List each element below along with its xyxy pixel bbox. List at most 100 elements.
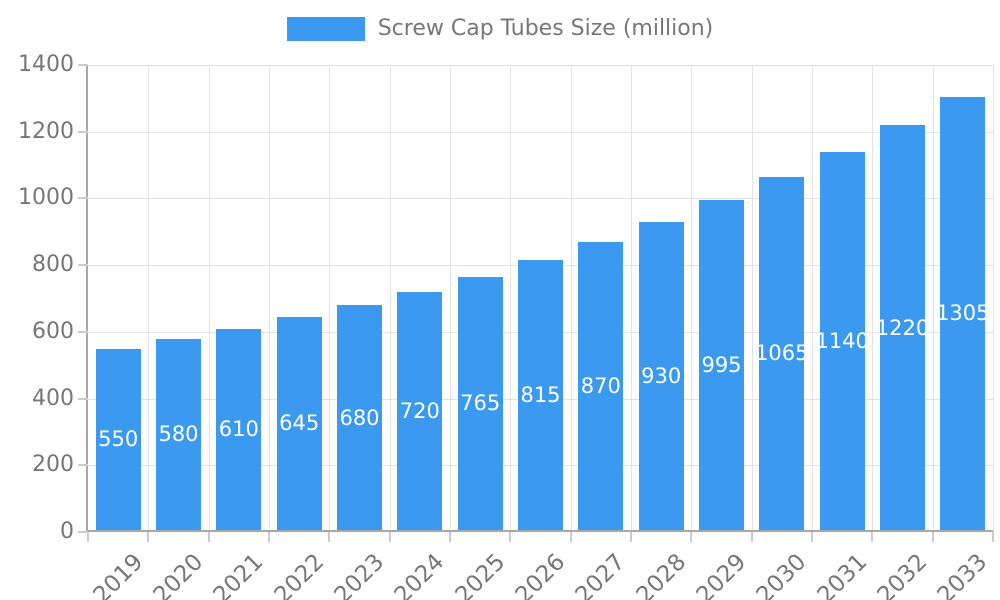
y-tick xyxy=(78,531,88,533)
gridline-v xyxy=(389,65,391,532)
gridline-h xyxy=(88,198,993,200)
bar-2022[interactable]: 645 xyxy=(276,316,322,530)
x-tick xyxy=(690,532,693,542)
x-axis-label: 2025 xyxy=(450,548,511,600)
x-axis-label: 2026 xyxy=(510,548,571,600)
x-tick xyxy=(992,532,994,542)
x-axis-label: 2022 xyxy=(269,548,330,600)
bar-2025[interactable]: 765 xyxy=(457,276,503,530)
y-axis-label: 1000 xyxy=(18,185,74,211)
bar-2021[interactable]: 610 xyxy=(216,328,262,530)
bar-2024[interactable]: 720 xyxy=(397,291,443,530)
y-tick xyxy=(78,197,88,200)
x-tick xyxy=(871,532,874,542)
bar-2030[interactable]: 1065 xyxy=(755,176,809,530)
bar-2029[interactable]: 995 xyxy=(699,200,744,530)
gridline-h xyxy=(88,131,993,133)
x-axis-label: 2033 xyxy=(932,548,993,600)
y-axis-label: 1200 xyxy=(18,118,74,144)
x-tick xyxy=(931,532,934,542)
legend[interactable]: Screw Cap Tubes Size (million) xyxy=(0,16,1000,41)
bar-value-label: 870 xyxy=(580,373,621,398)
bar-value-label: 765 xyxy=(460,391,501,416)
gridline-v xyxy=(993,65,994,532)
x-tick xyxy=(268,532,270,542)
x-tick xyxy=(207,532,210,542)
y-axis-label: 200 xyxy=(32,452,74,478)
bar-value-label: 930 xyxy=(641,363,682,388)
x-axis-label: 2024 xyxy=(389,548,450,600)
x-axis-label: 2021 xyxy=(208,548,269,600)
bar-value-label: 610 xyxy=(218,417,259,442)
y-tick xyxy=(78,64,88,66)
x-tick xyxy=(509,532,512,542)
x-tick xyxy=(449,532,451,542)
bar-value-label: 580 xyxy=(158,422,199,447)
gridline-v xyxy=(872,65,874,532)
bar-2026[interactable]: 815 xyxy=(518,260,563,530)
x-axis-label: 2030 xyxy=(751,548,812,600)
gridline-v xyxy=(208,65,210,532)
x-tick xyxy=(147,532,150,542)
x-tick xyxy=(388,532,391,542)
x-tick xyxy=(328,532,331,542)
gridline-v xyxy=(932,65,934,532)
x-tick xyxy=(811,532,813,542)
gridline-v xyxy=(269,65,270,532)
bar-value-label: 645 xyxy=(279,411,320,436)
gridline-v xyxy=(329,65,331,532)
bar-2027[interactable]: 870 xyxy=(578,241,624,530)
bar-value-label: 1305 xyxy=(936,301,990,326)
x-axis-label: 2019 xyxy=(88,548,149,600)
gridline-v xyxy=(570,65,572,532)
x-axis-label: 2031 xyxy=(812,548,873,600)
legend-marker-swatch xyxy=(286,16,365,41)
gridline-v xyxy=(812,65,813,532)
legend-label: Screw Cap Tubes Size (million) xyxy=(377,16,714,41)
plot-area: 550 580 610 645 680 720 765 815 870 930 995 1065 114… xyxy=(88,65,994,532)
bar-2033[interactable]: 1305 xyxy=(936,96,990,530)
y-axis-line xyxy=(86,65,88,532)
bar-2031[interactable]: 1140 xyxy=(815,151,869,530)
y-tick xyxy=(78,397,88,400)
x-tick xyxy=(750,532,753,542)
bar-value-label: 815 xyxy=(520,383,561,408)
x-axis-label: 2023 xyxy=(329,548,390,600)
x-axis-label: 2028 xyxy=(631,548,692,600)
bar-value-label: 995 xyxy=(701,353,742,378)
x-tick xyxy=(569,532,572,542)
y-axis-label: 800 xyxy=(32,252,74,278)
gridline-h xyxy=(88,65,993,66)
y-tick xyxy=(78,264,88,267)
bar-value-label: 1220 xyxy=(875,315,930,340)
bar-2023[interactable]: 680 xyxy=(337,305,382,530)
x-axis-line xyxy=(88,530,993,532)
gridline-v xyxy=(691,65,693,532)
x-axis-label: 2020 xyxy=(148,548,209,600)
bar-2028[interactable]: 930 xyxy=(638,221,684,530)
bar-value-label: 550 xyxy=(98,427,139,452)
bar-value-label: 680 xyxy=(339,405,380,430)
bar-2032[interactable]: 1220 xyxy=(876,125,929,530)
bar-value-label: 720 xyxy=(399,398,440,423)
x-axis-label: 2032 xyxy=(872,548,933,600)
bar-2020[interactable]: 580 xyxy=(156,338,201,530)
gridline-v xyxy=(148,65,150,532)
x-tick xyxy=(630,532,632,542)
y-axis-label: 1400 xyxy=(18,52,74,77)
bar-value-label: 1140 xyxy=(815,328,869,353)
x-axis-label: 2027 xyxy=(570,548,631,600)
gridline-v xyxy=(631,65,632,532)
bar-value-label: 1065 xyxy=(755,341,809,366)
y-axis-label: 600 xyxy=(32,318,74,344)
y-tick xyxy=(78,464,88,467)
bar-2019[interactable]: 550 xyxy=(95,348,141,530)
y-axis-label: 400 xyxy=(32,385,74,411)
y-tick xyxy=(78,330,88,333)
y-tick xyxy=(78,130,88,133)
gridline-v xyxy=(450,65,451,532)
gridline-v xyxy=(510,65,512,532)
x-axis-label: 2029 xyxy=(691,548,752,600)
gridline-v xyxy=(751,65,753,532)
